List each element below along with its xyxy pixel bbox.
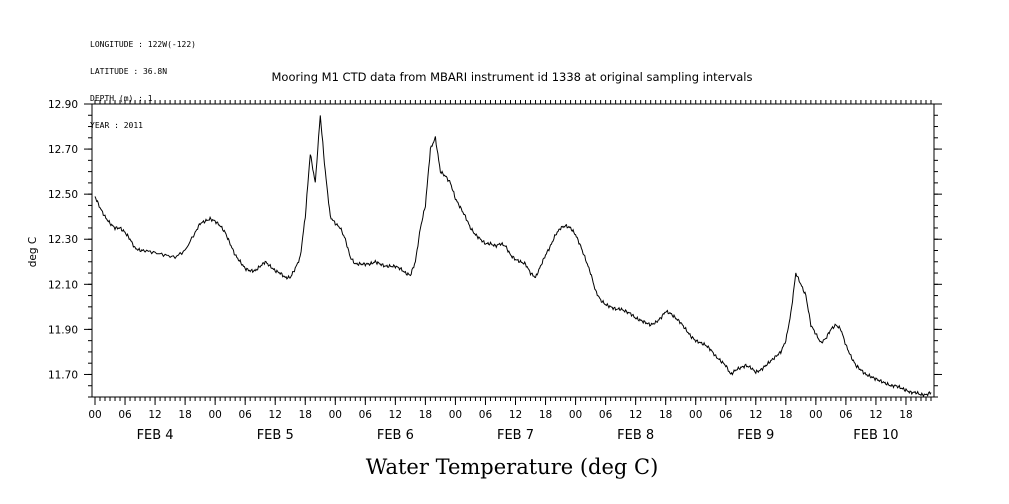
x-tick-label: 00 [329,409,342,421]
latitude-text: LATITUDE : 36.8N [90,67,168,76]
y-tick-label: 12.30 [48,234,78,246]
longitude-text: LONGITUDE : 122W(-122) [90,40,196,49]
x-tick-label: 06 [238,409,252,421]
y-tick-label: 11.90 [48,324,78,336]
x-tick-label: 12 [509,409,522,421]
y-tick-label: 11.70 [48,369,78,381]
x-tick-label: 00 [569,409,582,421]
x-tick-label: 06 [118,409,132,421]
x-axis: 00 06 12 18 00 06 12 18 00 06 12 18 00 06 12 18 00 06 12 18… [88,397,913,421]
x-tick-label: 12 [389,409,402,421]
chart-title: Mooring M1 CTD data from MBARI instrumen… [272,70,753,84]
y-tick-label: 12.70 [48,144,78,156]
x-tick-label: 06 [359,409,373,421]
year-text: YEAR : 2011 [90,121,143,130]
x-tick-label: 18 [779,409,792,421]
x-tick-label: 18 [178,409,191,421]
y-tick-label: 12.90 [48,99,78,111]
x-tick-label: 18 [899,409,912,421]
day-labels: FEB 4 FEB 5 FEB 6 FEB 7 FEB 8 FEB 9 FEB 10 [137,428,899,443]
x-tick-label: 12 [749,409,762,421]
series-line-water-temperature [94,115,932,398]
day-label: FEB 9 [737,428,774,443]
y-tick-label: 12.50 [48,189,78,201]
metadata-block: LONGITUDE : 122W(-122) LATITUDE : 36.8N … [90,22,196,139]
x-tick-label: 00 [208,409,221,421]
y-axis-label: deg C [27,237,39,267]
x-tick-label: 12 [148,409,161,421]
x-tick-label: 06 [719,409,733,421]
x-tick-label: 18 [659,409,672,421]
x-tick-label: 00 [88,409,101,421]
day-label: FEB 6 [377,428,414,443]
x-tick-label: 00 [689,409,702,421]
day-label: FEB 5 [257,428,294,443]
x-tick-label: 06 [599,409,613,421]
x-tick-label: 18 [539,409,552,421]
plot-frame [91,103,935,398]
x-tick-label: 06 [839,409,853,421]
x-tick-label: 12 [269,409,282,421]
day-label: FEB 8 [617,428,654,443]
x-tick-label: 06 [479,409,493,421]
y-tick-label: 12.10 [48,279,78,291]
y-axis: 12.90 12.70 12.50 12.30 12.10 11.90 11.70 [48,99,942,381]
x-tick-label: 18 [299,409,312,421]
x-tick-label: 12 [869,409,882,421]
x-tick-label: 18 [419,409,432,421]
day-label: FEB 4 [137,428,174,443]
x-axis-label: Water Temperature (deg C) [366,455,659,479]
x-tick-label: 00 [449,409,462,421]
x-tick-label: 12 [629,409,642,421]
depth-text: DEPTH (m) : 1 [90,94,153,103]
minor-ticks [88,100,938,401]
day-label: FEB 10 [853,428,898,443]
day-label: FEB 7 [497,428,534,443]
x-tick-label: 00 [809,409,822,421]
